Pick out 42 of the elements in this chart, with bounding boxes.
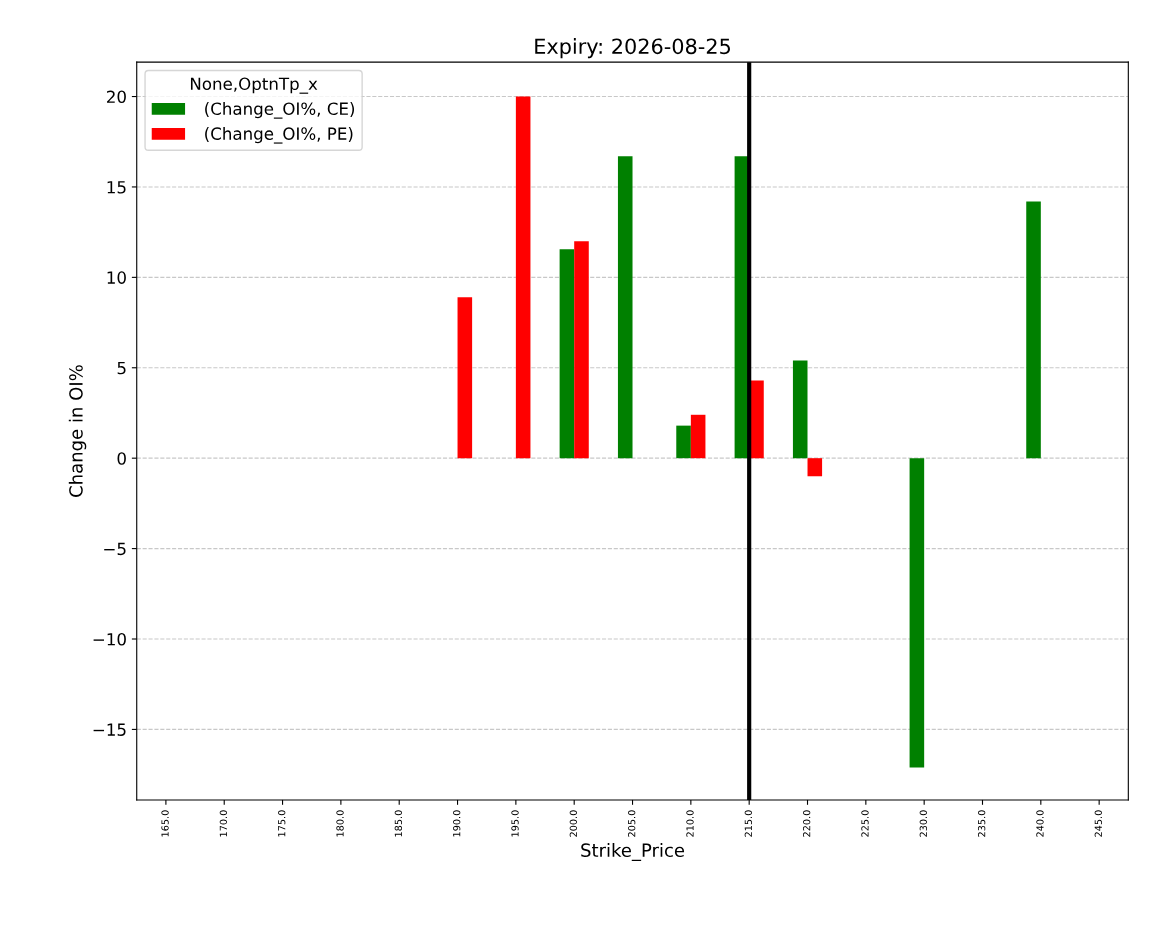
x-tick-label: 205.0 bbox=[627, 810, 636, 837]
bar bbox=[457, 297, 473, 459]
x-tick-label: 245.0 bbox=[1094, 810, 1102, 837]
x-tick-label: 220.0 bbox=[802, 810, 811, 837]
bar bbox=[676, 425, 691, 459]
legend-label: (Change_OI%, PE) bbox=[205, 127, 353, 144]
bar bbox=[690, 414, 706, 459]
legend-title: None,OptnTp_x bbox=[190, 77, 318, 94]
x-tick-label: 210.0 bbox=[686, 810, 694, 837]
legend-label: (Change_OI%, CE) bbox=[205, 102, 355, 119]
x-tick-label: 190.0 bbox=[453, 810, 461, 837]
bar bbox=[574, 241, 589, 459]
y-tick-label: −5 bbox=[104, 542, 126, 556]
x-tick-label: 240.0 bbox=[1036, 810, 1044, 837]
x-tick-label: 235.0 bbox=[977, 810, 986, 837]
y-tick-label: 0 bbox=[117, 452, 126, 465]
bar bbox=[515, 96, 531, 459]
chart-title: Expiry: 2026-08-25 bbox=[535, 38, 731, 59]
bar bbox=[617, 156, 633, 459]
x-tick-label: 230.0 bbox=[919, 810, 927, 837]
y-tick-label: −15 bbox=[93, 723, 126, 736]
y-tick-label: 20 bbox=[107, 90, 126, 104]
x-tick-label: 185.0 bbox=[394, 810, 403, 837]
y-tick-label: 10 bbox=[107, 271, 126, 284]
bar bbox=[909, 458, 925, 768]
x-tick-label: 200.0 bbox=[569, 810, 578, 837]
x-tick-label: 225.0 bbox=[861, 810, 869, 837]
y-tick-label: 15 bbox=[107, 181, 126, 194]
x-tick-label: 175.0 bbox=[278, 810, 286, 837]
y-tick-label: −10 bbox=[93, 632, 126, 646]
bar bbox=[1026, 201, 1041, 459]
x-tick-label: 165.0 bbox=[161, 810, 169, 837]
x-tick-label: 180.0 bbox=[336, 810, 344, 837]
bar bbox=[807, 458, 823, 477]
y-axis-title: Change in OI% bbox=[68, 365, 87, 497]
y-tick-label: 5 bbox=[117, 361, 126, 375]
x-tick-label: 170.0 bbox=[219, 810, 228, 837]
x-tick-label: 215.0 bbox=[744, 810, 752, 837]
x-axis-title: Strike_Price bbox=[581, 843, 685, 862]
bar bbox=[559, 249, 575, 459]
x-tick-label: 195.0 bbox=[511, 810, 519, 837]
bar bbox=[792, 360, 808, 459]
